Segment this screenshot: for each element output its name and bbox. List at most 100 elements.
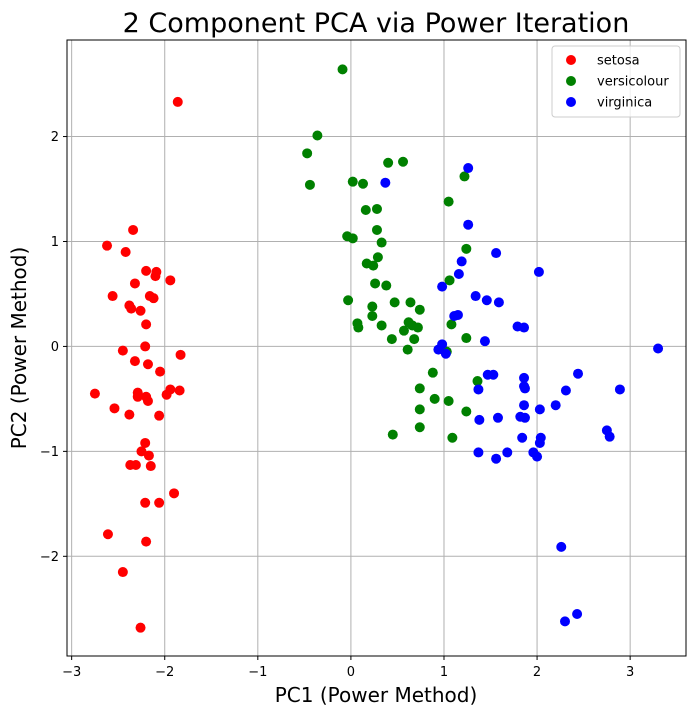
virginica-point [653, 343, 664, 354]
series-virginica [380, 163, 664, 627]
y-tick-label: 0 [51, 340, 59, 355]
virginica-point [573, 368, 584, 379]
setosa-point [143, 450, 154, 461]
virginica-point [532, 451, 543, 462]
setosa-point [172, 96, 183, 107]
setosa-point [135, 305, 146, 316]
versicolour-point [402, 344, 413, 355]
legend-label-versicolour: versicolour [597, 75, 669, 90]
versicolour-point [389, 297, 400, 308]
x-tick-label: 3 [626, 665, 634, 680]
setosa-point [120, 246, 131, 257]
virginica-point [491, 453, 502, 464]
setosa-point [129, 356, 140, 367]
legend: setosa versicolour virginica [551, 45, 681, 118]
y-tick-label: 2 [51, 130, 59, 145]
virginica-point [534, 437, 545, 448]
setosa-point [150, 271, 161, 282]
versicolour-point [443, 196, 454, 207]
versicolour-point [398, 325, 409, 336]
versicolour-point [360, 205, 371, 216]
virginica-point [519, 383, 530, 394]
versicolour-point [353, 322, 364, 333]
versicolour-point [381, 280, 392, 291]
virginica-point [481, 295, 492, 306]
virginica-point [488, 369, 499, 380]
virginica-point [463, 163, 474, 174]
setosa-point [107, 291, 118, 302]
setosa-point [141, 319, 152, 330]
virginica-point [479, 336, 490, 347]
versicolour-point [472, 376, 483, 387]
versicolour-point [367, 310, 378, 321]
virginica-point [437, 281, 448, 292]
virginica-point [473, 384, 484, 395]
x-tick-label: 2 [533, 665, 541, 680]
virginica-point [519, 322, 530, 333]
virginica-point [517, 432, 528, 443]
legend-marker-versicolour [566, 76, 576, 86]
virginica-point [463, 219, 474, 230]
virginica-point [614, 384, 625, 395]
virginica-point [550, 400, 561, 411]
versicolour-point [367, 301, 378, 312]
versicolour-point [414, 404, 425, 415]
versicolour-point [383, 157, 394, 168]
virginica-point [437, 339, 448, 350]
setosa-point [169, 488, 180, 499]
setosa-point [135, 622, 146, 633]
setosa-point [132, 391, 143, 402]
versicolour-point [371, 203, 382, 214]
versicolour-point [376, 237, 387, 248]
x-axis-label: PC1 (Power Method) [275, 683, 478, 707]
versicolour-point [387, 429, 398, 440]
virginica-point [440, 348, 451, 359]
versicolour-point [343, 295, 354, 306]
legend-label-setosa: setosa [597, 54, 640, 69]
virginica-point [473, 447, 484, 458]
setosa-point [155, 366, 166, 377]
virginica-point [453, 269, 464, 280]
versicolour-point [447, 432, 458, 443]
data-points [89, 64, 664, 633]
versicolour-point [347, 176, 358, 187]
setosa-point [161, 389, 172, 400]
versicolour-point [398, 156, 409, 167]
plot-frame [66, 39, 687, 657]
versicolour-point [414, 422, 425, 433]
versicolour-point [461, 333, 472, 344]
setosa-point [165, 275, 176, 286]
versicolour-point [429, 393, 440, 404]
setosa-point [140, 437, 151, 448]
versicolour-point [405, 297, 416, 308]
virginica-point [492, 412, 503, 423]
setosa-point [89, 388, 100, 399]
setosa-point [148, 293, 159, 304]
virginica-point [493, 297, 504, 308]
setosa-point [109, 403, 120, 414]
setosa-point [128, 224, 139, 235]
versicolour-point [461, 243, 472, 254]
versicolour-point [304, 179, 315, 190]
virginica-point [534, 404, 545, 415]
versicolour-point [347, 233, 358, 244]
versicolour-point [459, 171, 470, 182]
virginica-point [470, 291, 481, 302]
legend-marker-setosa [566, 55, 576, 65]
versicolour-point [444, 275, 455, 286]
versicolour-point [412, 322, 423, 333]
setosa-point [141, 536, 152, 547]
setosa-point [117, 567, 128, 578]
y-tick-label: −2 [40, 550, 59, 565]
versicolour-point [370, 278, 381, 289]
setosa-point [117, 345, 128, 356]
series-setosa [89, 96, 186, 633]
grid-lines [67, 40, 686, 656]
setosa-point [124, 409, 135, 420]
virginica-point [502, 447, 513, 458]
setosa-point [142, 359, 153, 370]
virginica-point [556, 541, 567, 552]
setosa-point [175, 349, 186, 360]
